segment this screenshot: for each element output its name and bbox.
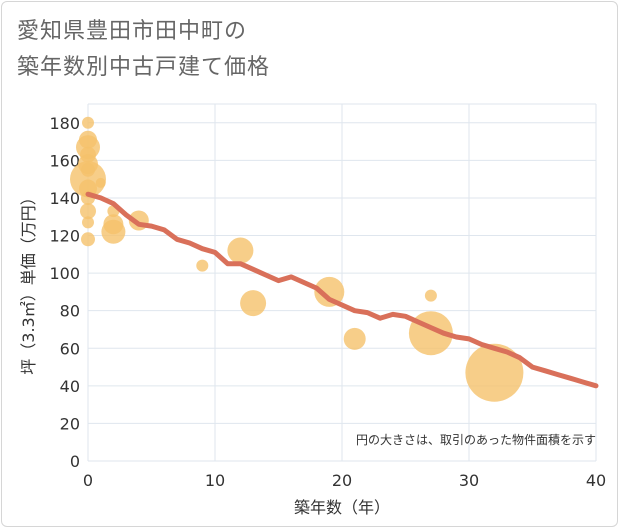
y-tick-label: 100 xyxy=(49,264,80,283)
y-tick-label: 40 xyxy=(60,377,80,396)
y-tick-labels: 0 20 40 60 80 100 120 140 160 180 xyxy=(49,114,80,471)
trend-line xyxy=(85,191,599,389)
data-bubble xyxy=(101,219,126,244)
chart-title-line1: 愛知県豊田市田中町の xyxy=(17,19,248,44)
y-tick-label: 60 xyxy=(60,339,80,358)
data-bubble xyxy=(227,237,254,264)
data-bubble xyxy=(343,327,366,350)
data-bubble xyxy=(465,343,524,402)
size-annotation: 円の大きさは、取引のあった物件面積を示す xyxy=(356,432,596,447)
y-tick-label: 180 xyxy=(49,114,80,133)
trend-line-group xyxy=(85,191,599,389)
data-bubble xyxy=(196,259,209,272)
x-tick-labels: 0 10 20 30 40 xyxy=(83,471,606,490)
y-tick-label: 0 xyxy=(70,452,80,471)
y-tick-label: 140 xyxy=(49,189,80,208)
data-bubble xyxy=(240,290,267,317)
x-tick-label: 10 xyxy=(205,471,225,490)
x-tick-label: 30 xyxy=(459,471,479,490)
grid-lines xyxy=(87,103,597,462)
data-bubble xyxy=(95,177,106,188)
data-bubble xyxy=(424,289,437,302)
x-tick-label: 0 xyxy=(83,471,93,490)
chart-title: 愛知県豊田市田中町の 築年数別中古戸建て価格 xyxy=(17,14,270,86)
data-bubble xyxy=(81,232,95,247)
x-tick-label: 40 xyxy=(586,471,606,490)
data-bubble xyxy=(82,216,94,229)
y-axis-label: 坪（3.3㎡）単価（万円） xyxy=(19,189,38,374)
data-bubble xyxy=(314,276,345,307)
data-bubble xyxy=(82,116,94,129)
y-tick-label: 20 xyxy=(60,414,80,433)
x-axis-label: 築年数（年） xyxy=(294,498,390,517)
chart-title-line2: 築年数別中古戸建て価格 xyxy=(17,55,271,80)
data-bubble xyxy=(80,203,96,220)
x-tick-label: 20 xyxy=(332,471,352,490)
y-tick-label: 160 xyxy=(49,151,80,170)
y-tick-label: 120 xyxy=(49,227,80,246)
y-tick-label: 80 xyxy=(60,302,80,321)
bubbles xyxy=(70,116,524,402)
data-bubble xyxy=(70,161,106,198)
